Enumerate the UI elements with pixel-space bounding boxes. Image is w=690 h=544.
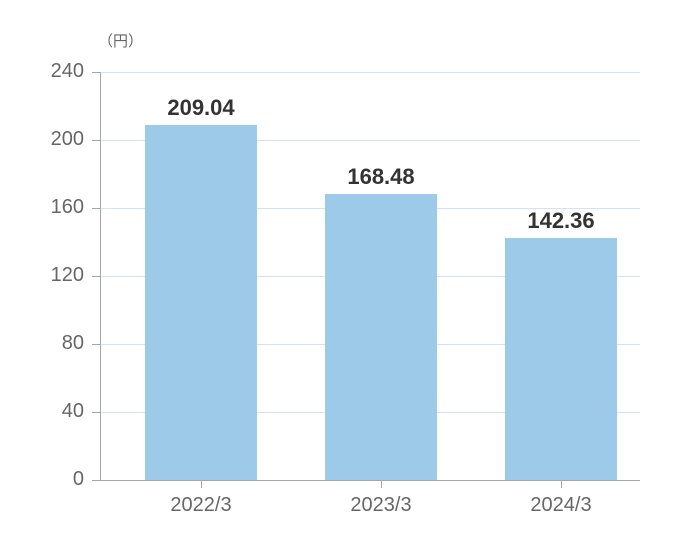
y-tick-label: 80 xyxy=(24,332,84,355)
bar xyxy=(505,238,617,480)
x-tick xyxy=(201,480,202,488)
y-tick xyxy=(92,276,100,277)
bar-value-label: 142.36 xyxy=(527,208,594,234)
bar xyxy=(145,125,257,480)
y-tick-label: 200 xyxy=(24,128,84,151)
x-tick-label: 2024/3 xyxy=(530,494,591,517)
y-tick-label: 160 xyxy=(24,196,84,219)
y-tick xyxy=(92,344,100,345)
gridline xyxy=(100,72,640,73)
y-tick-label: 40 xyxy=(24,400,84,423)
y-tick xyxy=(92,412,100,413)
x-tick-label: 2022/3 xyxy=(170,494,231,517)
y-tick-label: 120 xyxy=(24,264,84,287)
y-axis-unit-label: （円） xyxy=(98,30,143,51)
x-axis xyxy=(100,480,640,481)
bar-chart: （円） 0 40 80 120 160 200 240 209.04 2022/3 168.48 20… xyxy=(0,0,690,544)
y-tick xyxy=(92,72,100,73)
y-tick xyxy=(92,208,100,209)
y-tick-label: 0 xyxy=(24,468,84,491)
y-tick xyxy=(92,140,100,141)
bar-value-label: 168.48 xyxy=(347,164,414,190)
bar xyxy=(325,194,437,480)
bar-value-label: 209.04 xyxy=(167,95,234,121)
x-tick xyxy=(381,480,382,488)
y-tick-label: 240 xyxy=(24,60,84,83)
x-tick-label: 2023/3 xyxy=(350,494,411,517)
plot-area xyxy=(100,72,640,480)
x-tick xyxy=(561,480,562,488)
y-axis xyxy=(100,72,101,480)
y-tick xyxy=(92,480,100,481)
